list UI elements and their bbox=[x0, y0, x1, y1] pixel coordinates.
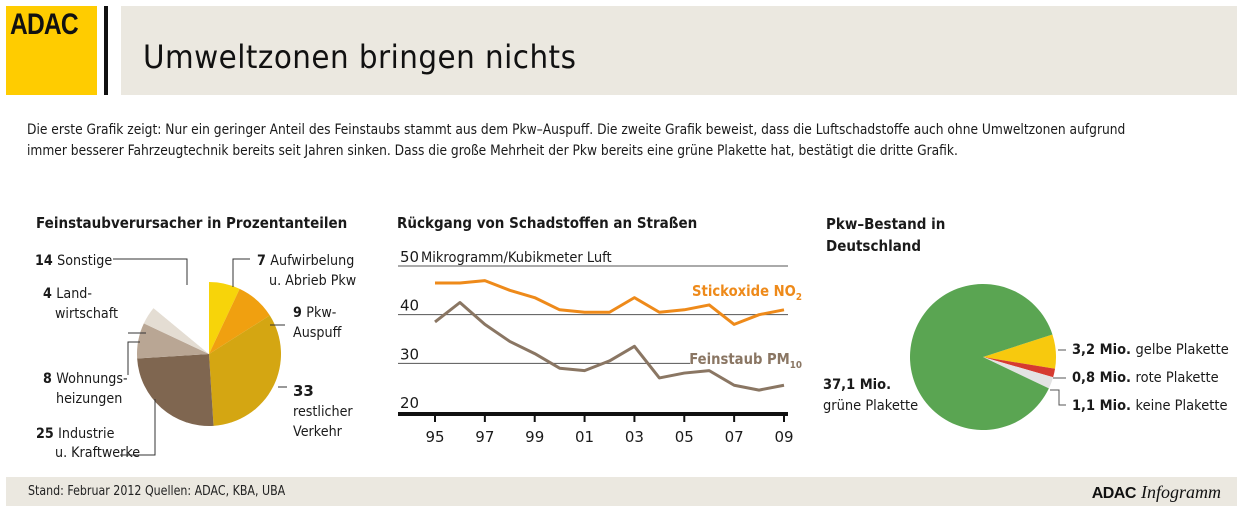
intro-text: Die erste Grafik zeigt: Nur ein geringer… bbox=[27, 122, 1126, 159]
pie1-label-land: 4 Land- bbox=[43, 285, 92, 302]
x-tick-label-01: 01 bbox=[575, 428, 594, 445]
series-label-pm10: Feinstaub PM10 bbox=[689, 351, 802, 371]
footer-source: Stand: Februar 2012 Quellen: ADAC, KBA, … bbox=[28, 484, 286, 499]
pie1-label-wohnung-text: Wohnungs- bbox=[56, 370, 127, 387]
pie1-label-sonstige: 14 Sonstige bbox=[35, 252, 112, 269]
logo-text: ADAC bbox=[10, 8, 79, 41]
pie1-slice-1 bbox=[209, 288, 270, 354]
pie1-slice-2 bbox=[209, 315, 281, 426]
page-title: Umweltzonen bringen nichts bbox=[143, 38, 577, 76]
series-line-pm10 bbox=[434, 301, 785, 392]
pie1-label-pkw-auspuff: 9 Pkw- bbox=[293, 304, 336, 321]
pie2-title-line2: Deutschland bbox=[826, 237, 922, 255]
x-tick-label-07: 07 bbox=[725, 428, 744, 445]
footer-brand-bold: ADAC bbox=[1091, 485, 1137, 502]
x-tick-label-05: 05 bbox=[675, 428, 694, 445]
pie1-label-aufwirbelung: 7 Aufwirbelung bbox=[257, 252, 354, 269]
pie1-label-industrie-value: 25 bbox=[36, 425, 58, 442]
pie1-label-industrie: 25 Industrie bbox=[36, 425, 114, 442]
header-divider bbox=[104, 6, 108, 95]
y-axis-label: Mikrogramm/Kubikmeter Luft bbox=[421, 249, 612, 266]
x-tick-label-99: 99 bbox=[525, 428, 544, 445]
pie1-label-wohnung-line2: heizungen bbox=[56, 390, 122, 407]
pie1-slice-4 bbox=[137, 323, 209, 359]
pie1-label-pkw-auspuff-text: Pkw- bbox=[306, 304, 336, 321]
pie2-leader-2 bbox=[1050, 389, 1066, 406]
x-tick-label-09: 09 bbox=[774, 428, 793, 445]
pie2-label-0-text: gelbe Plakette bbox=[1136, 341, 1229, 358]
pie2-label-1-text: rote Plakette bbox=[1136, 369, 1219, 386]
pie1-label-aufwirbelung-line2: u. Abrieb Pkw bbox=[269, 272, 356, 289]
line-chart-title: Rückgang von Schadstoffen an Straßen bbox=[397, 214, 698, 232]
pie1-label-industrie-line2: u. Kraftwerke bbox=[55, 444, 140, 461]
x-tick-label-97: 97 bbox=[475, 428, 494, 445]
pie-chart-feinstaub: 7 Aufwirbelung u. Abrieb Pkw 9 Pkw- Auspuff… bbox=[35, 252, 356, 461]
line-chart-schadstoffe: 50 40 30 20 Mikrogramm/Kubikmeter Luft 95 97 99… bbox=[398, 248, 802, 445]
title-bar: Umweltzonen bringen nichts bbox=[121, 6, 1237, 95]
pie1-label-land-value: 4 bbox=[43, 285, 56, 302]
pie2-title: Pkw–Bestand in Deutschland bbox=[826, 213, 945, 257]
footer-brand: ADAC Infogramm bbox=[1092, 482, 1221, 503]
y-tick-label-40: 40 bbox=[400, 297, 419, 315]
pie1-label-sonstige-text: Sonstige bbox=[57, 252, 112, 269]
pie1-label-land-line2: wirtschaft bbox=[55, 305, 119, 322]
pie2-label-0: 3,2 Mio. gelbe Plakette bbox=[1072, 341, 1229, 358]
pie2-title-line1: Pkw–Bestand in bbox=[826, 215, 946, 233]
pie1-label-sonstige-value: 14 bbox=[35, 252, 57, 269]
pie1-title: Feinstaubverursacher in Prozentanteilen bbox=[36, 214, 348, 232]
pie1-slice-5 bbox=[143, 308, 209, 354]
footer-bar: Stand: Februar 2012 Quellen: ADAC, KBA, … bbox=[6, 477, 1237, 506]
pie2-slice-3 bbox=[910, 284, 1053, 430]
series-label-pm10-sub: 10 bbox=[790, 360, 803, 372]
series-label-no2-sub: 2 bbox=[796, 292, 802, 304]
pie2-label-1-value: 0,8 Mio. bbox=[1072, 369, 1136, 386]
pie1-label-verkehr-value: 33 bbox=[293, 382, 314, 400]
pie1-label-pkw-auspuff-value: 9 bbox=[293, 304, 306, 321]
pie2-slice-0 bbox=[983, 334, 1056, 369]
pie1-label-industrie-text: Industrie bbox=[58, 425, 114, 442]
pie2-label-2-text: keine Plakette bbox=[1136, 397, 1228, 414]
series-label-no2: Stickoxide NO2 bbox=[692, 283, 802, 303]
pie2-slice-1 bbox=[983, 357, 1056, 378]
pie1-label-wohnung: 8 Wohnungs- bbox=[43, 370, 128, 387]
y-tick-label-20: 20 bbox=[400, 394, 419, 412]
pie1-leader-3 bbox=[120, 399, 156, 456]
pie2-label-3-value: 37,1 Mio. bbox=[823, 376, 891, 393]
pie1-leader-6 bbox=[113, 258, 188, 285]
x-tick-label-03: 03 bbox=[625, 428, 644, 445]
pie2-slice-2 bbox=[983, 357, 1054, 389]
pie1-label-wohnung-value: 8 bbox=[43, 370, 56, 387]
pie2-label-3-text: grüne Plakette bbox=[823, 397, 918, 414]
pie2-label-2: 1,1 Mio. keine Plakette bbox=[1072, 397, 1228, 414]
pie2-label-0-value: 3,2 Mio. bbox=[1072, 341, 1136, 358]
pie1-leader-4 bbox=[127, 341, 140, 375]
y-tick-label-30: 30 bbox=[400, 345, 419, 363]
series-label-no2-name: Stickoxide NO bbox=[692, 283, 796, 300]
series-label-pm10-name: Feinstaub PM bbox=[689, 351, 790, 368]
pie1-leader-0 bbox=[232, 258, 250, 287]
pie1-label-verkehr-line3: Verkehr bbox=[293, 423, 342, 440]
pie1-slice-0 bbox=[209, 282, 240, 354]
pie1-slice-6 bbox=[153, 282, 209, 354]
adac-logo: ADAC bbox=[6, 6, 97, 95]
pie2-label-2-value: 1,1 Mio. bbox=[1072, 397, 1136, 414]
pie1-label-verkehr-line2: restlicher bbox=[293, 403, 353, 420]
pie1-label-land-text: Land- bbox=[56, 285, 92, 302]
pie1-slice-3 bbox=[137, 354, 214, 426]
pie1-label-aufwirbelung-text: Aufwirbelung bbox=[270, 252, 354, 269]
x-tick-label-95: 95 bbox=[425, 428, 444, 445]
y-tick-label-50: 50 bbox=[400, 248, 419, 266]
pie1-label-aufwirbelung-value: 7 bbox=[257, 252, 270, 269]
footer-brand-italic: Infogramm bbox=[1141, 482, 1221, 502]
pie1-label-pkw-auspuff-line2: Auspuff bbox=[293, 324, 342, 341]
pie2-label-1: 0,8 Mio. rote Plakette bbox=[1072, 369, 1219, 386]
